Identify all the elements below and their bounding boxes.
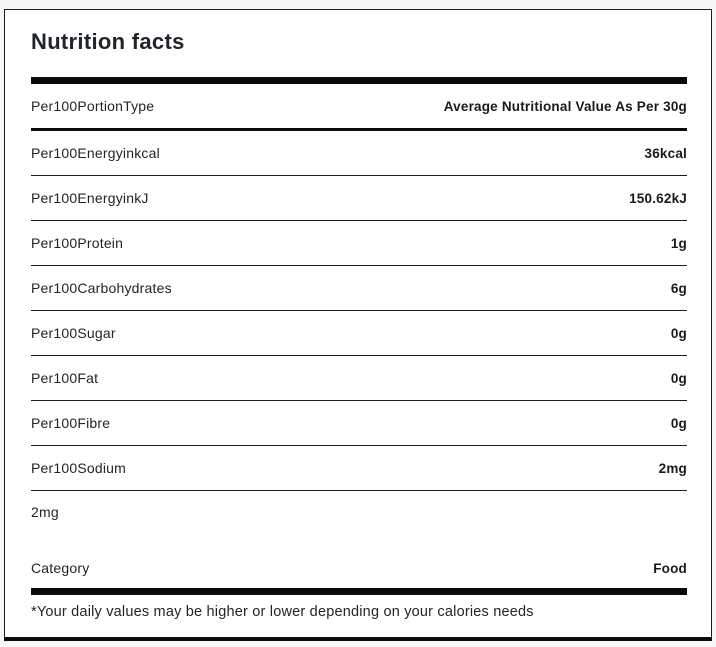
nutrient-value: 2mg (658, 460, 687, 476)
portion-type-header-row: Per100PortionType Average Nutritional Va… (31, 84, 687, 128)
sodium-note: 2mg (31, 504, 59, 520)
nutrient-row-carbohydrates: Per100Carbohydrates 6g (31, 266, 687, 311)
nutrient-value: 0g (670, 415, 687, 431)
nutrient-row-fibre: Per100Fibre 0g (31, 401, 687, 446)
daily-values-footnote: *Your daily values may be higher or lowe… (31, 604, 534, 620)
nutrient-label: Per100Fat (31, 370, 99, 386)
nutrient-row-energy-kcal: Per100Energyinkcal 36kcal (31, 131, 687, 176)
nutrient-row-fat: Per100Fat 0g (31, 356, 687, 401)
nutrient-rows: Per100Energyinkcal 36kcal Per100Energyin… (31, 131, 687, 491)
sodium-note-row: 2mg (31, 491, 687, 533)
nutrient-value: 0g (670, 325, 687, 341)
nutrient-value: 150.62kJ (629, 190, 687, 206)
page-title: Nutrition facts (31, 29, 185, 54)
nutrient-row-sodium: Per100Sodium 2mg (31, 446, 687, 491)
nutrient-row-protein: Per100Protein 1g (31, 221, 687, 266)
nutrient-label: Per100Carbohydrates (31, 280, 172, 296)
category-value: Food (653, 560, 687, 576)
nutrient-value: 0g (670, 370, 687, 386)
nutrient-value: 36kcal (644, 145, 687, 161)
category-label: Category (31, 560, 90, 576)
portion-type-value: Average Nutritional Value As Per 30g (443, 98, 687, 114)
nutrient-label: Per100Sugar (31, 325, 116, 341)
nutrition-facts-card: Nutrition facts Per100PortionType Averag… (4, 9, 712, 641)
portion-type-label: Per100PortionType (31, 98, 155, 114)
nutrient-row-sugar: Per100Sugar 0g (31, 311, 687, 356)
nutrient-label: Per100Sodium (31, 460, 127, 476)
category-row: Category Food (31, 548, 687, 588)
nutrient-value: 6g (670, 280, 687, 296)
top-thick-divider (31, 77, 687, 84)
nutrient-row-energy-kj: Per100EnergyinkJ 150.62kJ (31, 176, 687, 221)
nutrient-label: Per100EnergyinkJ (31, 190, 149, 206)
nutrient-label: Per100Protein (31, 235, 124, 251)
bottom-thick-divider (31, 588, 687, 595)
nutrient-label: Per100Fibre (31, 415, 111, 431)
nutrient-label: Per100Energyinkcal (31, 145, 160, 161)
nutrient-value: 1g (670, 235, 687, 251)
header-divider (31, 128, 687, 131)
